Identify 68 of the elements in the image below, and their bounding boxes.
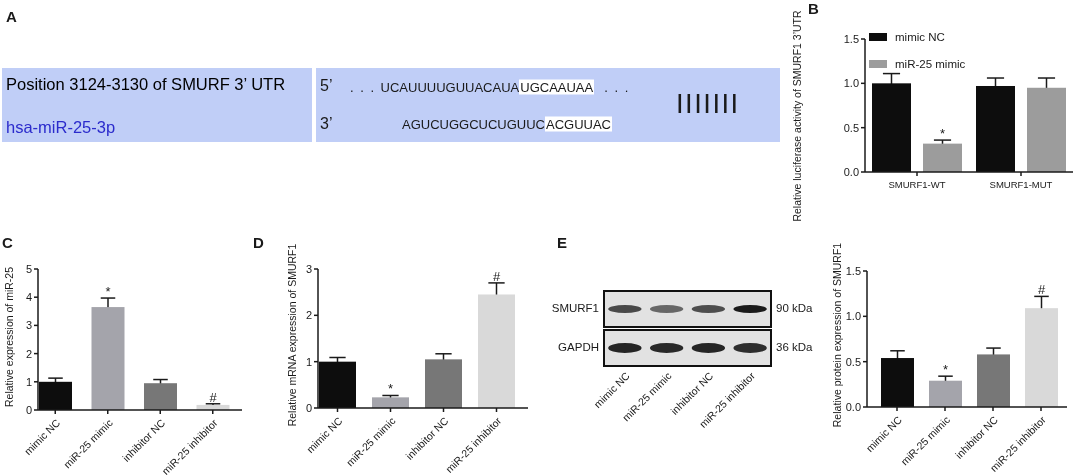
text: . . .	[350, 79, 376, 95]
y-tick-label: 1.5	[845, 264, 861, 277]
x-tick-label: SMURF1-WT	[888, 179, 946, 190]
y-axis-title: Relative protein expression of SMURF1	[830, 242, 843, 428]
bar	[39, 381, 72, 410]
text: UCAUUUUGUUACAUA	[380, 79, 520, 95]
y-tick-label: 0.5	[845, 355, 861, 368]
bar	[977, 354, 1010, 407]
text: SMURF1	[551, 302, 599, 315]
bar	[976, 85, 1015, 172]
text: A	[6, 8, 17, 25]
y-tick-label: 1	[25, 375, 32, 388]
y-tick-label: 2	[25, 347, 32, 360]
category-label: Position 3124-3130 of SMURF 3’ UTR	[6, 74, 286, 93]
y-tick-label: 1.0	[845, 310, 861, 323]
text: 36 kDa	[776, 341, 813, 354]
text: |||||||	[677, 91, 741, 113]
bar	[923, 143, 962, 172]
text: E	[557, 234, 568, 251]
y-tick-label: 0.0	[845, 400, 861, 413]
category-label: hsa-miR-25-3p	[6, 117, 116, 136]
chart-title: B	[808, 0, 819, 17]
chart-title: D	[253, 234, 264, 251]
y-axis-title: Relative luciferase activity of SMURF1 3’UTR	[790, 10, 803, 222]
bar	[144, 383, 177, 410]
x-tick-label: SMURF1-MUT	[989, 179, 1053, 190]
text: ACGUUAC	[545, 116, 613, 132]
text: 3’	[320, 115, 333, 132]
data-label: *	[387, 381, 394, 397]
text: AGUCUGGCUCUGUUC	[402, 116, 545, 132]
y-tick-label: 0	[25, 403, 32, 416]
y-axis-title: Relative expression of miR-25	[2, 266, 15, 408]
y-tick-label: 0	[305, 401, 312, 414]
bar	[929, 380, 962, 407]
y-tick-label: 3	[25, 319, 32, 332]
y-tick-label: 4	[25, 291, 32, 304]
y-tick-label: 3	[305, 262, 312, 275]
text: UGCAAUAA	[519, 79, 595, 95]
y-tick-label: 1	[305, 355, 312, 368]
y-tick-label: 2	[305, 309, 312, 322]
bar	[1025, 308, 1058, 407]
text: . . .	[604, 79, 630, 95]
y-tick-label: 0.5	[843, 121, 859, 134]
text: GAPDH	[558, 341, 599, 354]
legend-label: miR-25 mimic	[895, 57, 966, 70]
y-tick-label: 0.0	[843, 165, 859, 178]
y-axis-title: Relative mRNA expression of SMURF1	[285, 243, 298, 427]
chart-title: C	[2, 234, 13, 251]
legend-label: mimic NC	[895, 30, 945, 43]
bar	[91, 307, 125, 410]
bar	[319, 361, 356, 408]
text: 90 kDa	[776, 302, 813, 315]
bar	[372, 397, 409, 408]
data-label: #	[209, 389, 218, 405]
bar	[1027, 87, 1066, 172]
y-tick-label: 1.5	[843, 32, 859, 45]
bar	[881, 358, 914, 407]
data-label: #	[1037, 282, 1046, 298]
data-label: *	[105, 284, 111, 300]
data-label: #	[492, 268, 501, 284]
y-tick-label: 1.0	[843, 77, 859, 90]
bar	[872, 83, 911, 172]
y-tick-label: 5	[25, 262, 32, 275]
data-label: *	[939, 126, 946, 142]
data-label: *	[942, 362, 949, 378]
text: 5’	[320, 77, 333, 94]
bar	[478, 294, 515, 408]
bar	[425, 359, 462, 408]
